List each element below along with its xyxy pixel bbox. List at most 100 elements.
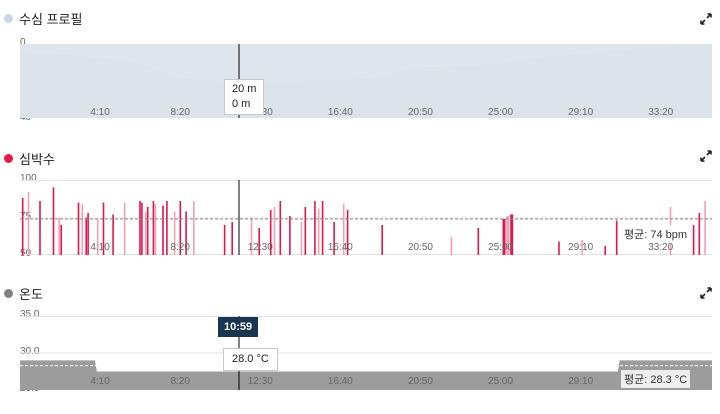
heart-bar-39 bbox=[333, 222, 335, 255]
heart-xtick-6: 29:10 bbox=[568, 242, 594, 253]
heart-bar-18 bbox=[152, 201, 155, 255]
heart-bar-37 bbox=[317, 208, 320, 255]
heart-bar-28 bbox=[250, 217, 253, 255]
heart-ytick-100: 100 bbox=[20, 173, 37, 184]
depth-tooltip: 20 m 0 m bbox=[224, 79, 265, 115]
heart-bar-11 bbox=[102, 202, 105, 255]
heart-bar-4 bbox=[58, 217, 60, 255]
heart-bar-49 bbox=[581, 240, 583, 255]
heart-bar-54 bbox=[698, 213, 701, 255]
depth-area bbox=[20, 44, 712, 81]
depth-tooltip-line2: 0 m bbox=[232, 98, 251, 110]
depth-title-label: 수심 프로필 bbox=[19, 12, 83, 27]
heart-bar-53 bbox=[692, 225, 695, 255]
heart-bar-17 bbox=[146, 207, 149, 255]
depth-ytick-0: 0 bbox=[20, 37, 26, 48]
heart-bar-38 bbox=[321, 201, 324, 255]
depth-chart[interactable] bbox=[20, 44, 712, 118]
heart-bar-24 bbox=[185, 211, 187, 255]
heart-bar-50 bbox=[604, 246, 606, 255]
heart-bar-35 bbox=[304, 207, 307, 255]
heart-bar-36 bbox=[314, 201, 316, 255]
heart-bar-48 bbox=[558, 241, 560, 255]
heart-bar-12 bbox=[112, 214, 114, 255]
heart-bar-27 bbox=[231, 222, 233, 255]
heart-bar-40 bbox=[342, 204, 345, 255]
temp-xtick-0: 4:10 bbox=[90, 376, 110, 387]
heart-bar-29 bbox=[258, 228, 260, 255]
temp-area bbox=[20, 360, 712, 390]
temp-xtick-5: 25:00 bbox=[488, 376, 514, 387]
heart-bar-22 bbox=[173, 211, 176, 255]
heart-average-label: 평균: 74 bpm bbox=[621, 225, 691, 243]
temp-xtick-4: 20:50 bbox=[407, 376, 433, 387]
temp-time-tooltip: 10:59 bbox=[218, 317, 259, 337]
depth-xtick-3: 16:40 bbox=[327, 107, 353, 118]
heart-legend-dot bbox=[4, 154, 13, 163]
heart-bar-15 bbox=[141, 202, 143, 255]
heart-bar-43 bbox=[450, 237, 453, 255]
heart-bar-8 bbox=[85, 217, 87, 255]
heart-bar-14 bbox=[139, 201, 141, 255]
heart-bar-6 bbox=[77, 202, 80, 255]
temp-legend-dot bbox=[4, 289, 13, 298]
heart-bar-0 bbox=[21, 198, 24, 255]
heart-title-label: 심박수 bbox=[19, 152, 55, 167]
heart-bar-34 bbox=[300, 222, 303, 255]
heart-xtick-7: 33:20 bbox=[648, 242, 674, 253]
depth-xtick-0: 4:10 bbox=[90, 107, 110, 118]
temp-panel-title: 온도 bbox=[4, 284, 43, 303]
heart-bar-42 bbox=[381, 225, 383, 255]
heart-bar-21 bbox=[166, 201, 168, 255]
temp-title-label: 온도 bbox=[19, 287, 43, 302]
heart-bar-45 bbox=[502, 219, 506, 255]
temp-ytick-30: 30.0 bbox=[20, 346, 40, 357]
depth-water-area bbox=[20, 44, 712, 118]
heart-xtick-1: 8:20 bbox=[170, 242, 190, 253]
depth-xtick-4: 20:50 bbox=[407, 107, 433, 118]
heart-bar-44 bbox=[477, 228, 480, 255]
heart-bar-10 bbox=[96, 219, 99, 255]
heart-xtick-5: 25:00 bbox=[488, 242, 514, 253]
heart-bar-5 bbox=[60, 225, 62, 255]
heart-bar-9 bbox=[87, 213, 89, 255]
temp-xtick-1: 8:20 bbox=[170, 376, 190, 387]
heart-bar-16 bbox=[144, 211, 147, 255]
heart-ytick-50: 50 bbox=[20, 248, 32, 259]
heart-bar-51 bbox=[615, 220, 618, 255]
temp-value-tooltip: 28.0 °C bbox=[223, 348, 278, 371]
temp-chart[interactable] bbox=[20, 316, 712, 390]
temp-xtick-6: 29:10 bbox=[568, 376, 594, 387]
heart-bar-3 bbox=[52, 187, 55, 255]
heart-bar-30 bbox=[269, 210, 272, 255]
temp-average-label: 평균: 28.3 °C bbox=[621, 370, 691, 388]
heart-chart[interactable] bbox=[20, 180, 712, 255]
heart-bar-32 bbox=[279, 201, 282, 255]
heart-expand-icon[interactable] bbox=[700, 150, 712, 162]
depth-legend-dot bbox=[4, 14, 13, 23]
heart-bar-25 bbox=[193, 201, 195, 255]
heart-xtick-0: 4:10 bbox=[90, 242, 110, 253]
temp-ytick-35: 35.0 bbox=[20, 309, 40, 320]
heart-bar-26 bbox=[223, 225, 226, 255]
temp-xtick-2: 12:30 bbox=[247, 376, 273, 387]
heart-bar-7 bbox=[81, 204, 84, 255]
heart-xtick-2: 12:30 bbox=[247, 242, 273, 253]
heart-bar-55 bbox=[704, 201, 706, 255]
depth-xtick-7: 33:20 bbox=[648, 107, 674, 118]
depth-panel-title: 수심 프로필 bbox=[4, 9, 82, 28]
heart-bar-13 bbox=[123, 202, 126, 255]
heart-bar-19 bbox=[154, 204, 157, 255]
heart-bar-33 bbox=[289, 216, 291, 255]
heart-xtick-4: 20:50 bbox=[407, 242, 433, 253]
depth-expand-icon[interactable] bbox=[700, 13, 712, 25]
temp-expand-icon[interactable] bbox=[700, 287, 712, 299]
heart-bar-1 bbox=[27, 192, 30, 255]
heart-bar-47 bbox=[510, 214, 514, 255]
depth-xtick-6: 29:10 bbox=[568, 107, 594, 118]
depth-tooltip-line1: 20 m bbox=[232, 83, 257, 95]
temp-xtick-3: 16:40 bbox=[327, 376, 353, 387]
heart-bar-2 bbox=[39, 201, 41, 255]
heart-bar-41 bbox=[346, 210, 349, 255]
heart-bar-46 bbox=[506, 216, 510, 255]
